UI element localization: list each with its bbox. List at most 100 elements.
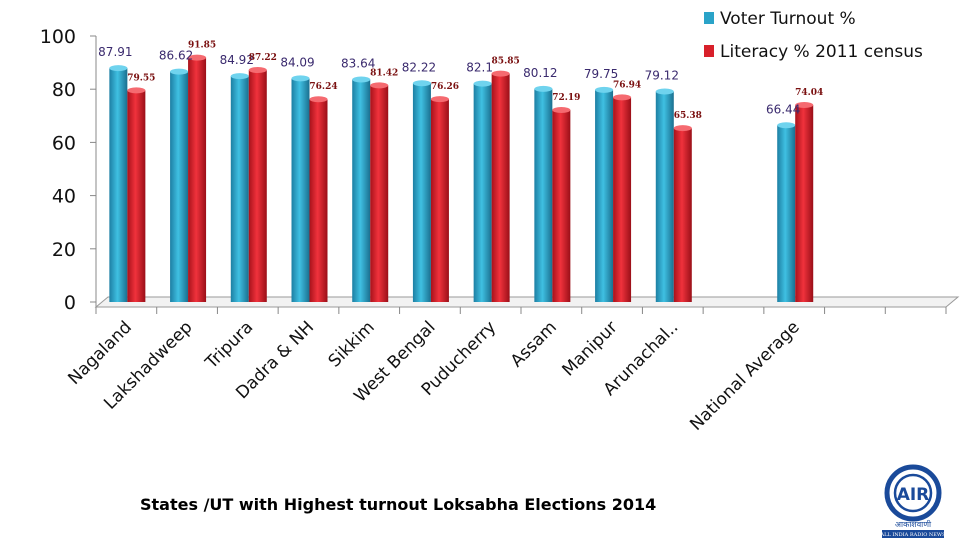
- bar-literacy: [248, 66, 267, 302]
- bar-cap: [795, 102, 814, 109]
- value-label-turnout: 79.75: [584, 67, 618, 81]
- bar-body: [795, 105, 814, 303]
- bar-body: [430, 99, 449, 302]
- bar-cap: [309, 96, 328, 103]
- bar-body: [291, 78, 310, 302]
- bar-body: [777, 125, 796, 303]
- legend-swatch-literacy: [704, 45, 714, 57]
- bar-literacy: [127, 87, 146, 302]
- bar-body: [491, 73, 510, 302]
- bar-cap: [248, 66, 267, 73]
- chart-floor: [94, 296, 960, 308]
- bar-cap: [473, 80, 492, 87]
- category-label: National Average: [686, 317, 803, 434]
- bar-cap: [491, 70, 510, 77]
- bar-cap: [534, 85, 553, 92]
- bar-cap: [352, 76, 371, 83]
- bar-literacy: [795, 102, 814, 303]
- floor: [94, 296, 960, 308]
- category-label: Sikkim: [325, 317, 379, 371]
- value-label-turnout: 82.22: [402, 60, 436, 74]
- bar-literacy: [552, 106, 571, 302]
- bars: [109, 54, 814, 303]
- value-label-turnout: 82.1: [466, 61, 493, 75]
- bar-turnout: [109, 65, 128, 303]
- value-label-turnout: 86.62: [159, 49, 193, 63]
- bar-cap: [230, 73, 249, 80]
- bar-body: [595, 89, 614, 303]
- bar-cap: [552, 106, 571, 113]
- value-label-literacy: 76.94: [613, 80, 641, 90]
- value-label-literacy: 81.42: [370, 68, 398, 78]
- value-labels: 87.91 86.62 84.92 84.09 83.64 82.22 82.1 80.12 7…: [98, 41, 823, 121]
- bar-literacy: [188, 54, 207, 302]
- legend: Voter Turnout % Literacy % 2011 census: [704, 9, 923, 62]
- bar-cap: [655, 88, 674, 95]
- logo-hindi-text: आकाशवाणी: [895, 519, 932, 529]
- value-label-turnout: 87.91: [98, 45, 132, 59]
- category-label: Tripura: [201, 317, 257, 373]
- bar-body: [127, 90, 146, 302]
- legend-item-turnout: Voter Turnout %: [704, 9, 856, 29]
- legend-swatch-turnout: [704, 12, 714, 24]
- bar-body: [230, 76, 249, 303]
- bar-body: [552, 109, 571, 302]
- bar-turnout: [655, 88, 674, 302]
- bar-literacy: [491, 70, 510, 302]
- value-label-literacy: 65.38: [674, 111, 702, 121]
- value-label-literacy: 87.22: [249, 53, 277, 63]
- bar-turnout: [352, 76, 371, 302]
- value-label-turnout: 84.09: [280, 55, 314, 69]
- bar-body: [534, 88, 553, 302]
- legend-label-literacy: Literacy % 2011 census: [720, 42, 923, 62]
- bar-turnout: [170, 68, 189, 303]
- bar-literacy: [309, 96, 328, 302]
- bar-literacy: [370, 82, 389, 303]
- bar-body: [188, 57, 207, 302]
- chart-title: States /UT with Highest turnout Loksabha…: [140, 495, 656, 514]
- bar-cap: [595, 86, 614, 93]
- legend-label-turnout: Voter Turnout %: [720, 9, 856, 29]
- logo-letters: AIR: [897, 485, 930, 505]
- value-label-literacy: 91.85: [188, 41, 216, 51]
- value-label-turnout: 80.12: [523, 66, 557, 80]
- category-label: Manipur: [559, 317, 622, 380]
- bar-cap: [109, 65, 128, 72]
- y-tick-label: 40: [52, 186, 76, 208]
- x-tick-marks: [95, 307, 947, 314]
- bar-cap: [188, 54, 207, 61]
- bar-cap: [370, 82, 389, 89]
- bar-cap: [777, 122, 796, 129]
- bar-turnout: [230, 73, 249, 303]
- value-label-turnout: 66.44: [766, 102, 800, 116]
- bar-literacy: [430, 96, 449, 302]
- bar-turnout: [291, 75, 310, 302]
- y-tick-label: 100: [40, 26, 76, 48]
- bar-body: [309, 99, 328, 302]
- bar-body: [473, 83, 492, 302]
- bar-turnout: [412, 80, 431, 302]
- value-label-literacy: 72.19: [552, 93, 580, 103]
- bar-literacy: [673, 125, 692, 302]
- logo-caption: ALL INDIA RADIO NEWS: [879, 532, 946, 538]
- bar-literacy: [613, 94, 632, 302]
- value-label-literacy: 85.85: [492, 57, 520, 67]
- legend-item-literacy: Literacy % 2011 census: [704, 42, 923, 62]
- bar-body: [673, 128, 692, 302]
- value-label-literacy: 74.04: [795, 88, 823, 98]
- value-label-turnout: 79.12: [645, 69, 679, 83]
- bar-cap: [127, 87, 146, 94]
- bar-turnout: [534, 85, 553, 302]
- logo-caption-bar: [882, 530, 944, 538]
- bar-cap: [613, 94, 632, 101]
- bar-turnout: [473, 80, 492, 302]
- value-label-literacy: 76.26: [431, 82, 459, 92]
- value-label-turnout: 83.64: [341, 57, 375, 71]
- y-tick-label: 20: [52, 239, 76, 261]
- bar-body: [370, 85, 389, 303]
- bar-body: [170, 71, 189, 303]
- bar-turnout: [595, 86, 614, 303]
- category-label: Assam: [507, 317, 561, 371]
- bar-cap: [170, 68, 189, 75]
